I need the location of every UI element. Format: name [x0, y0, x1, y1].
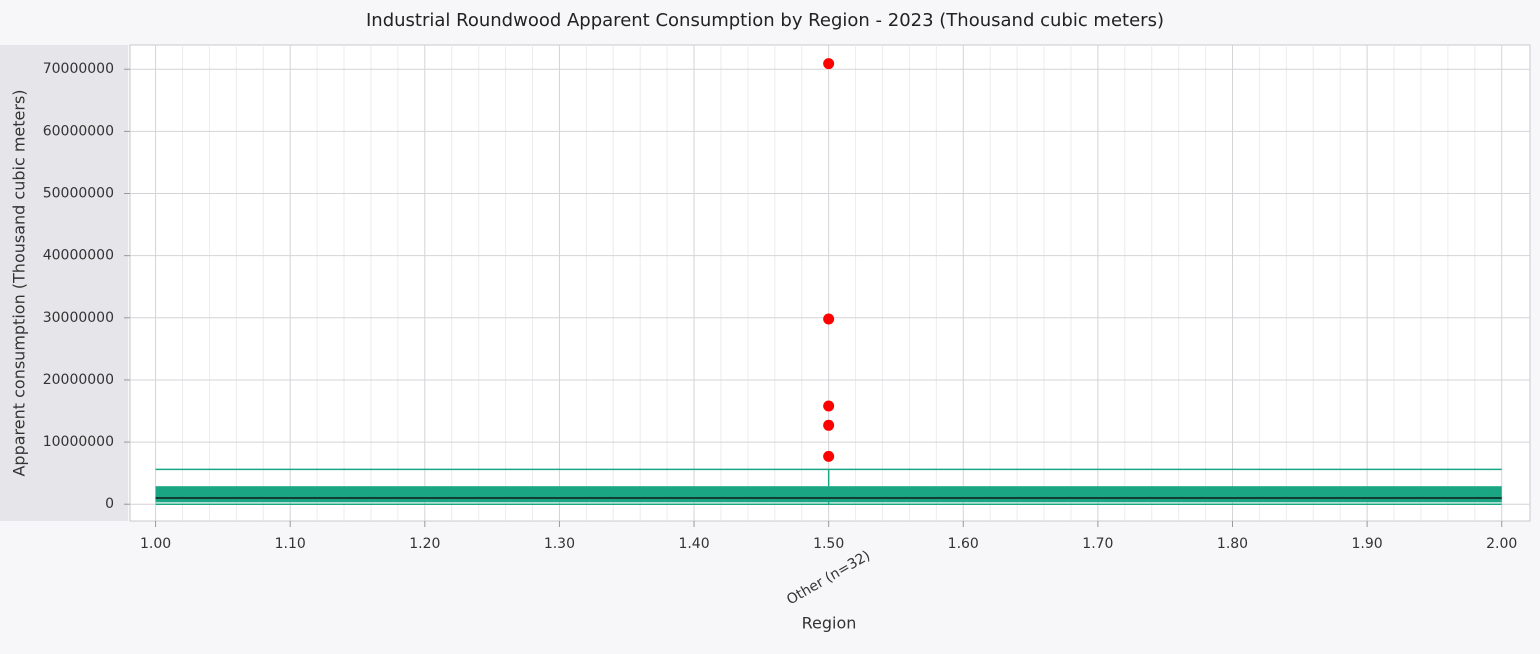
y-tick-label: 10000000 — [43, 434, 114, 450]
y-tick-label: 20000000 — [43, 372, 114, 388]
x-tick-label: 1.30 — [544, 536, 575, 552]
box — [155, 486, 1502, 503]
y-tick-label: 0 — [105, 496, 114, 512]
x-tick-label: 1.20 — [409, 536, 440, 552]
x-axis-label: Region — [802, 614, 857, 633]
x-tick-label: 1.50 — [813, 536, 844, 552]
category-label: Other (n=32) — [784, 548, 873, 609]
y-tick-label: 70000000 — [43, 61, 114, 77]
x-tick-label: 1.80 — [1217, 536, 1248, 552]
y-tick-label: 50000000 — [43, 186, 114, 202]
y-tick-label: 30000000 — [43, 310, 114, 326]
outlier — [823, 450, 835, 462]
y-axis-label: Apparent consumption (Thousand cubic met… — [10, 89, 29, 476]
x-tick-label: 1.40 — [678, 536, 709, 552]
x-tick-label: 1.70 — [1082, 536, 1113, 552]
chart-title: Industrial Roundwood Apparent Consumptio… — [366, 10, 1164, 31]
outlier — [823, 419, 835, 431]
x-tick-label: 1.90 — [1352, 536, 1383, 552]
plot-area — [129, 44, 1531, 522]
x-tick-label: 1.60 — [948, 536, 979, 552]
x-tick-label: 1.00 — [140, 536, 171, 552]
outlier — [823, 58, 835, 70]
y-tick-label: 40000000 — [43, 248, 114, 264]
y-axis-panel — [0, 45, 128, 521]
outlier — [823, 400, 835, 412]
x-tick-label: 1.10 — [275, 536, 306, 552]
x-tick-label: 2.00 — [1486, 536, 1517, 552]
y-tick-label: 60000000 — [43, 123, 114, 139]
outlier — [823, 313, 835, 325]
